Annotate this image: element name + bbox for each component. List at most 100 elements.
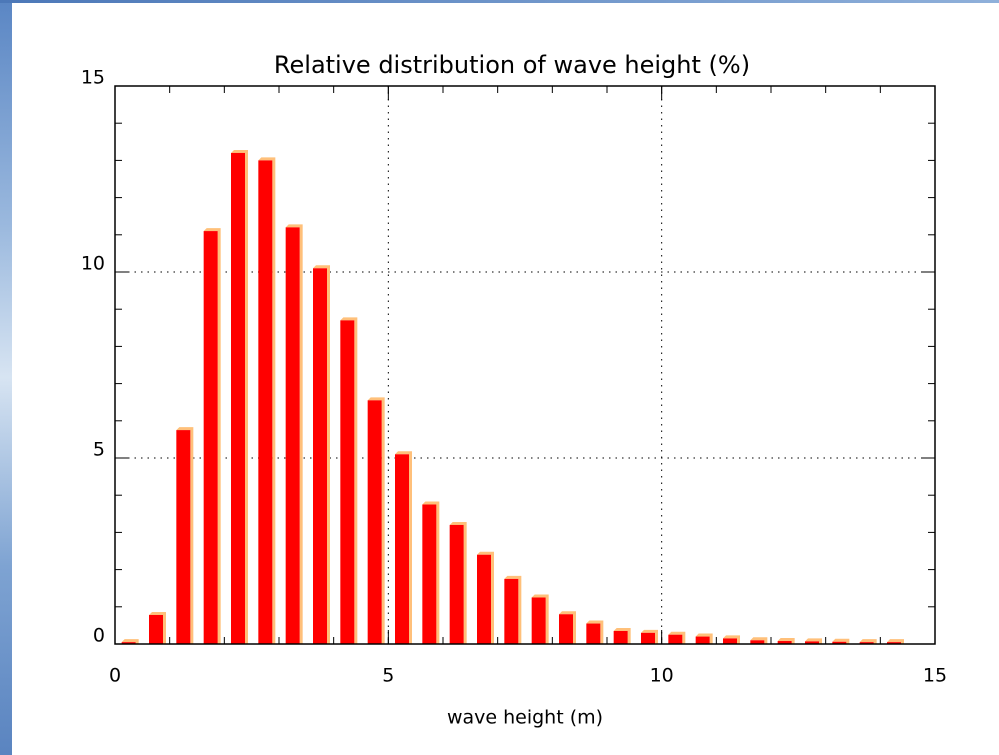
bar-face — [695, 636, 710, 644]
bar — [504, 575, 522, 644]
bar-face — [121, 642, 136, 644]
bar-face — [367, 400, 382, 644]
bar-face — [613, 630, 628, 644]
bar — [777, 638, 795, 644]
x-tick-label: 0 — [109, 665, 121, 687]
background-strip — [0, 0, 12, 755]
y-tick-label: 5 — [93, 439, 105, 461]
bar-face — [641, 632, 655, 644]
y-tick-label: 15 — [81, 67, 105, 89]
background-edge — [0, 0, 999, 3]
bar-shadow — [340, 317, 358, 644]
bar-face — [504, 578, 519, 644]
bar-face — [859, 642, 874, 644]
bar — [285, 224, 303, 645]
bar-shadow — [805, 638, 822, 644]
x-tick-label: 15 — [923, 665, 947, 687]
y-tick-label: 10 — [81, 253, 105, 275]
bar — [231, 149, 248, 644]
bar-face — [313, 268, 327, 644]
bar-face — [668, 634, 683, 644]
bar-shadow — [887, 639, 904, 644]
bar-face — [805, 641, 819, 644]
bar-shadow — [750, 637, 768, 644]
bar-shadow — [477, 551, 494, 644]
bar — [121, 639, 139, 644]
bar — [149, 611, 166, 644]
bar-shadow — [586, 620, 604, 644]
bar-face — [340, 320, 355, 644]
bar-shadow — [859, 639, 877, 644]
bar-shadow — [504, 575, 522, 644]
bar-face — [586, 623, 601, 644]
bar — [422, 501, 440, 644]
bar-shadow — [258, 157, 276, 644]
bar — [805, 638, 822, 644]
bar-face — [258, 160, 273, 644]
bar-face — [531, 597, 546, 644]
bar-face — [449, 524, 464, 644]
chart-title: Relative distribution of wave height (%) — [274, 51, 750, 79]
bar-shadow — [422, 501, 440, 644]
bar-face — [203, 231, 218, 644]
bar — [695, 633, 713, 644]
bar-face — [176, 430, 191, 644]
bar — [203, 228, 221, 644]
bar-shadow — [559, 611, 576, 644]
bar-face — [750, 640, 765, 644]
bar-shadow — [149, 611, 166, 644]
bar-face — [559, 614, 573, 644]
bar-shadow — [613, 627, 631, 644]
x-axis-label: wave height (m) — [447, 707, 603, 729]
bar — [668, 631, 686, 644]
bar — [723, 635, 740, 644]
bar-shadow — [695, 633, 713, 644]
bar — [832, 638, 850, 644]
bar-shadow — [285, 224, 303, 645]
plot-frame — [114, 85, 936, 645]
bar-face — [477, 554, 491, 644]
bar-shadow — [367, 397, 385, 644]
bar — [367, 397, 385, 644]
bar — [613, 627, 631, 644]
bar-shadow — [121, 639, 139, 644]
bar-shadow — [203, 228, 221, 644]
bar — [477, 551, 494, 644]
bar-face — [285, 227, 300, 645]
bar — [176, 427, 194, 644]
bar — [313, 265, 330, 644]
bar-shadow — [668, 631, 686, 644]
bar-shadow — [231, 149, 248, 644]
bar — [750, 637, 768, 644]
bar-face — [422, 504, 437, 644]
bar-shadow — [777, 638, 795, 644]
bar — [449, 521, 467, 644]
bar — [887, 639, 904, 644]
x-tick-label: 5 — [382, 665, 394, 687]
bar-face — [231, 152, 245, 644]
bar-face — [723, 638, 737, 644]
bar — [641, 629, 658, 644]
bar-face — [777, 641, 792, 644]
bar-shadow — [723, 635, 740, 644]
bar — [258, 157, 276, 644]
bar-shadow — [531, 594, 549, 644]
bar-shadow — [641, 629, 658, 644]
bar — [559, 611, 576, 644]
bar — [340, 317, 358, 644]
bar — [859, 639, 877, 644]
x-tick-label: 10 — [650, 665, 674, 687]
bar-face — [149, 614, 163, 644]
bar — [395, 451, 412, 644]
bar-shadow — [449, 521, 467, 644]
bar — [586, 620, 604, 644]
bar-shadow — [395, 451, 412, 644]
bar-face — [395, 454, 409, 644]
bar-face — [887, 642, 901, 644]
bar — [531, 594, 549, 644]
bar-shadow — [176, 427, 194, 644]
bar-shadow — [313, 265, 330, 644]
y-tick-label: 0 — [93, 625, 105, 647]
